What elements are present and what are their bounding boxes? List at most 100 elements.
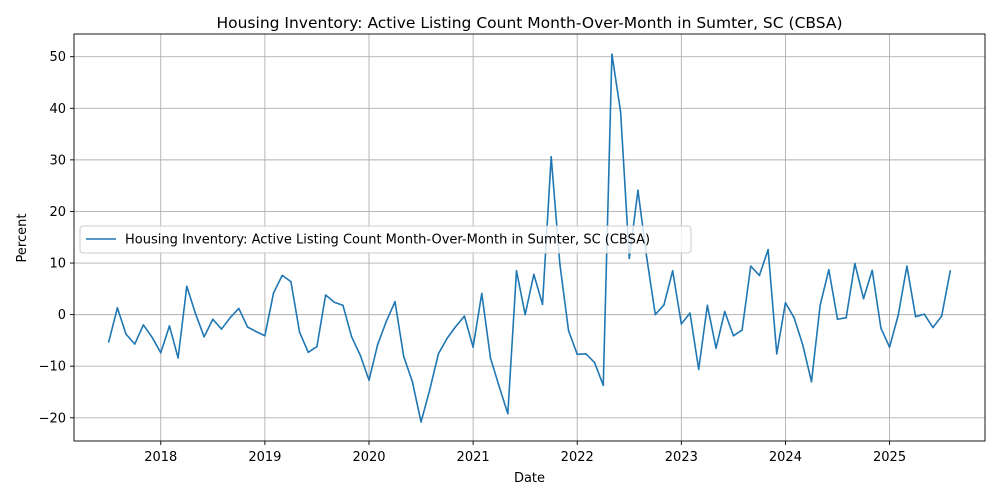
data-point bbox=[385, 320, 388, 323]
data-point bbox=[602, 384, 605, 387]
data-point bbox=[793, 316, 795, 319]
data-point bbox=[116, 307, 119, 309]
data-point bbox=[229, 316, 231, 319]
data-point bbox=[611, 53, 613, 55]
data-point bbox=[507, 412, 509, 415]
data-point bbox=[671, 269, 674, 272]
data-point bbox=[784, 301, 787, 304]
data-point bbox=[298, 331, 301, 333]
data-point bbox=[463, 315, 466, 317]
data-point bbox=[940, 315, 943, 317]
data-point bbox=[741, 329, 743, 331]
data-point bbox=[871, 269, 874, 272]
data-point bbox=[177, 357, 179, 359]
data-point bbox=[316, 345, 318, 348]
data-point bbox=[914, 315, 917, 318]
data-point bbox=[498, 385, 500, 388]
data-point bbox=[159, 351, 162, 354]
data-point bbox=[515, 269, 518, 272]
data-point bbox=[810, 380, 813, 383]
data-point bbox=[125, 333, 127, 336]
x-tick-label: 2022 bbox=[561, 450, 594, 465]
x-ticks: 2018 2019 2020 2021 2022 2023 2024 2025 bbox=[144, 441, 906, 465]
data-point bbox=[706, 304, 709, 307]
data-point bbox=[723, 310, 726, 313]
x-tick-label: 2024 bbox=[769, 450, 802, 465]
y-axis-label: Percent bbox=[15, 214, 30, 263]
data-point bbox=[411, 380, 414, 383]
series-layer bbox=[107, 53, 952, 423]
data-point bbox=[524, 313, 526, 316]
data-point bbox=[489, 357, 492, 359]
data-point bbox=[255, 330, 257, 333]
data-point bbox=[203, 336, 205, 338]
series-line bbox=[107, 53, 952, 423]
x-tick-label: 2020 bbox=[352, 450, 385, 465]
data-point bbox=[264, 334, 266, 337]
x-tick-label: 2018 bbox=[144, 450, 177, 465]
y-tick-label: −20 bbox=[39, 411, 66, 426]
data-point bbox=[906, 265, 908, 267]
legend: Housing Inventory: Active Listing Count … bbox=[79, 225, 692, 254]
data-point bbox=[359, 354, 362, 357]
x-tick-label: 2023 bbox=[665, 450, 698, 465]
data-point bbox=[775, 353, 778, 355]
data-point bbox=[472, 346, 474, 348]
data-point bbox=[394, 300, 396, 303]
data-point bbox=[802, 344, 804, 346]
data-point bbox=[680, 323, 683, 325]
x-tick-label: 2021 bbox=[457, 450, 490, 465]
data-point bbox=[272, 292, 275, 294]
data-point bbox=[194, 312, 197, 315]
y-tick-label: 40 bbox=[49, 102, 66, 117]
data-point bbox=[567, 329, 570, 332]
data-point bbox=[585, 353, 587, 355]
data-point bbox=[663, 304, 665, 306]
data-point bbox=[342, 304, 344, 307]
data-point bbox=[715, 347, 717, 349]
legend-label: Housing Inventory: Active Listing Count … bbox=[125, 233, 650, 248]
data-point bbox=[246, 326, 249, 328]
data-point bbox=[828, 268, 830, 271]
data-point bbox=[880, 327, 882, 329]
data-point bbox=[819, 304, 821, 307]
data-point bbox=[628, 257, 631, 260]
data-point bbox=[654, 313, 657, 316]
data-point bbox=[897, 314, 900, 316]
x-tick-label: 2019 bbox=[248, 450, 281, 465]
data-point bbox=[238, 307, 240, 310]
plot-frame bbox=[73, 33, 986, 442]
data-point bbox=[307, 351, 310, 354]
legend-box bbox=[79, 225, 692, 254]
data-point bbox=[533, 273, 535, 276]
data-point bbox=[888, 346, 891, 348]
data-point bbox=[480, 292, 483, 295]
data-point bbox=[645, 256, 648, 258]
data-point bbox=[593, 361, 596, 364]
data-point bbox=[932, 326, 934, 329]
data-point bbox=[428, 389, 431, 391]
data-point bbox=[107, 341, 110, 343]
data-point bbox=[333, 301, 336, 304]
y-tick-label: 10 bbox=[49, 257, 66, 272]
y-tick-label: −10 bbox=[39, 360, 66, 375]
y-tick-label: 50 bbox=[49, 50, 66, 65]
data-point bbox=[151, 336, 153, 339]
data-point bbox=[637, 189, 639, 192]
data-point bbox=[454, 325, 457, 328]
x-tick-label: 2025 bbox=[873, 450, 906, 465]
data-point bbox=[541, 303, 544, 306]
data-point bbox=[324, 294, 327, 296]
data-point bbox=[923, 313, 926, 315]
data-point bbox=[619, 111, 622, 113]
grid bbox=[74, 34, 985, 441]
data-point bbox=[420, 421, 422, 423]
data-point bbox=[350, 336, 353, 338]
data-point bbox=[689, 312, 691, 314]
data-point bbox=[290, 280, 292, 283]
data-point bbox=[767, 248, 769, 251]
data-point bbox=[142, 324, 145, 326]
x-axis-label: Date bbox=[514, 471, 545, 486]
data-point bbox=[185, 285, 188, 288]
data-point bbox=[437, 353, 440, 355]
